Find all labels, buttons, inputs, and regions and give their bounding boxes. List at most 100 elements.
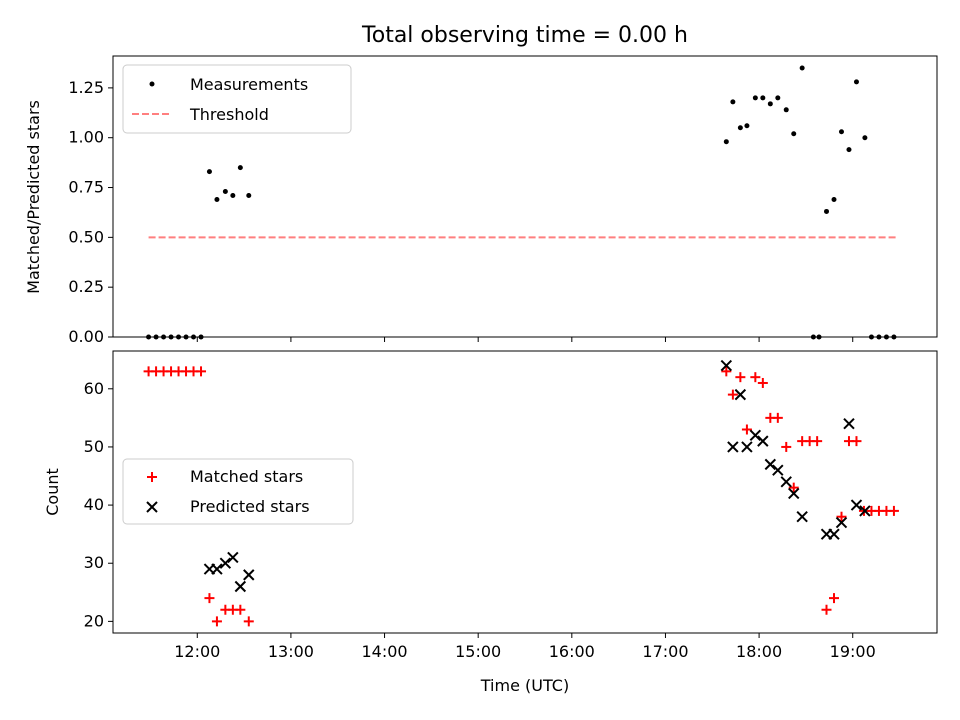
bottom-y-axis-label: Count	[43, 468, 62, 516]
bottom-y-tick-label: 60	[84, 379, 104, 398]
measurements-point	[206, 169, 212, 175]
legend-predicted-marker	[146, 501, 158, 513]
bottom-axes-frame	[112, 350, 938, 634]
measurements-point	[161, 334, 167, 340]
x-tick-label: 13:00	[268, 642, 314, 661]
measurements-point	[191, 334, 197, 340]
bottom-y-tick-label: 30	[84, 553, 104, 572]
matched-stars-point	[888, 505, 899, 516]
matched-stars-point	[196, 366, 207, 377]
top-legend-frame	[122, 64, 352, 134]
measurements-point	[799, 65, 805, 71]
matched-stars-point	[204, 593, 215, 604]
measurements-point	[810, 334, 816, 340]
measurements-point	[153, 334, 159, 340]
measurements-point	[883, 334, 889, 340]
top-plot-area: 0.00 0.25 0.50 0.75 1.00 1.25	[68, 55, 938, 346]
x-tick-label: 17:00	[642, 642, 688, 661]
top-y-axis-label: Matched/Predicted stars	[24, 100, 43, 294]
measurements-point	[237, 165, 243, 171]
x-tick-label: 18:00	[736, 642, 782, 661]
measurements-point	[816, 334, 822, 340]
top-axes-frame	[112, 55, 938, 338]
predicted-stars-point	[843, 417, 855, 430]
x-tick-label: 15:00	[455, 642, 501, 661]
measurements-point	[824, 208, 830, 214]
measurements-point	[846, 147, 852, 153]
matched-stars-point	[781, 441, 792, 452]
x-tick-label: 14:00	[361, 642, 407, 661]
measurements-point	[723, 139, 729, 145]
measurements-point	[246, 193, 252, 199]
x-tick-label: 16:00	[549, 642, 595, 661]
predicted-stars-point	[850, 499, 863, 511]
predicted-stars-point	[219, 557, 232, 569]
bottom-legend-frame	[122, 458, 354, 525]
predicted-stars-point	[734, 388, 747, 401]
measurements-point	[760, 95, 766, 101]
top-y-tick-label: 0.75	[68, 178, 104, 197]
matched-stars-point	[243, 616, 254, 627]
legend-matched-label: Matched stars	[190, 467, 303, 486]
matched-stars-point	[235, 604, 246, 615]
bottom-legend: Matched stars Predicted stars	[122, 458, 354, 525]
measurements-point	[168, 334, 174, 340]
measurements-point	[868, 334, 874, 340]
matched-stars-point	[836, 511, 847, 522]
measurements-point	[876, 334, 882, 340]
matched-stars-point	[829, 593, 839, 604]
measurements-point	[791, 131, 797, 137]
measurements-point	[853, 79, 859, 85]
measurements-point	[831, 196, 837, 202]
top-y-tick-label: 0.00	[68, 327, 104, 346]
top-y-tick-label: 0.50	[68, 227, 104, 246]
matched-stars-point	[727, 389, 738, 400]
measurements-point	[230, 193, 236, 199]
predicted-stars-point	[741, 441, 753, 453]
matched-stars-point	[788, 482, 799, 493]
bottom-y-tick-label: 20	[84, 611, 104, 630]
predicted-stars-point	[835, 516, 848, 529]
measurements-point	[183, 334, 189, 340]
matched-stars-point	[812, 436, 823, 447]
predicted-stars-point	[243, 569, 255, 581]
predicted-stars-point	[780, 476, 792, 488]
measurements-point	[214, 196, 220, 202]
matched-stars-point	[772, 412, 783, 423]
predicted-stars-point	[772, 464, 784, 476]
measurements-point	[737, 125, 743, 131]
x-tick-label: 12:00	[174, 642, 220, 661]
measurements-point	[222, 189, 228, 195]
top-legend: Measurements Threshold	[122, 64, 352, 134]
measurements-point	[744, 123, 750, 129]
bottom-y-tick-label: 40	[84, 495, 104, 514]
predicted-stars-point	[211, 563, 223, 575]
predicted-stars-point	[764, 458, 777, 471]
legend-measurements-label: Measurements	[190, 75, 308, 94]
predicted-stars-point	[796, 511, 808, 523]
predicted-stars-point	[727, 441, 739, 453]
matched-stars-point	[851, 436, 862, 447]
top-y-tick-label: 1.00	[68, 128, 104, 147]
measurements-point	[198, 334, 204, 340]
predicted-stars-point	[227, 551, 239, 564]
predicted-stars-point	[749, 429, 762, 442]
legend-matched-marker	[147, 472, 157, 482]
legend-measurements-marker	[149, 81, 155, 87]
matched-stars-point	[211, 616, 222, 627]
measurements-point	[730, 99, 736, 105]
measurements-point	[767, 101, 773, 107]
bottom-plot-area: 20 30 40 50 60 12:00 13:00 14:00 15:00 16:00 17:00…	[84, 350, 938, 661]
measurements-point	[146, 334, 152, 340]
measurements-point	[176, 334, 182, 340]
measurements-point	[862, 135, 868, 141]
predicted-stars-point	[859, 505, 871, 517]
measurements-point	[891, 334, 897, 340]
matched-stars-point	[821, 604, 832, 615]
matched-stars-point	[735, 372, 746, 383]
top-y-tick-label: 0.25	[68, 277, 104, 296]
matched-stars-point	[721, 366, 732, 377]
predicted-stars-point	[788, 487, 800, 500]
x-tick-label: 19:00	[830, 642, 876, 661]
